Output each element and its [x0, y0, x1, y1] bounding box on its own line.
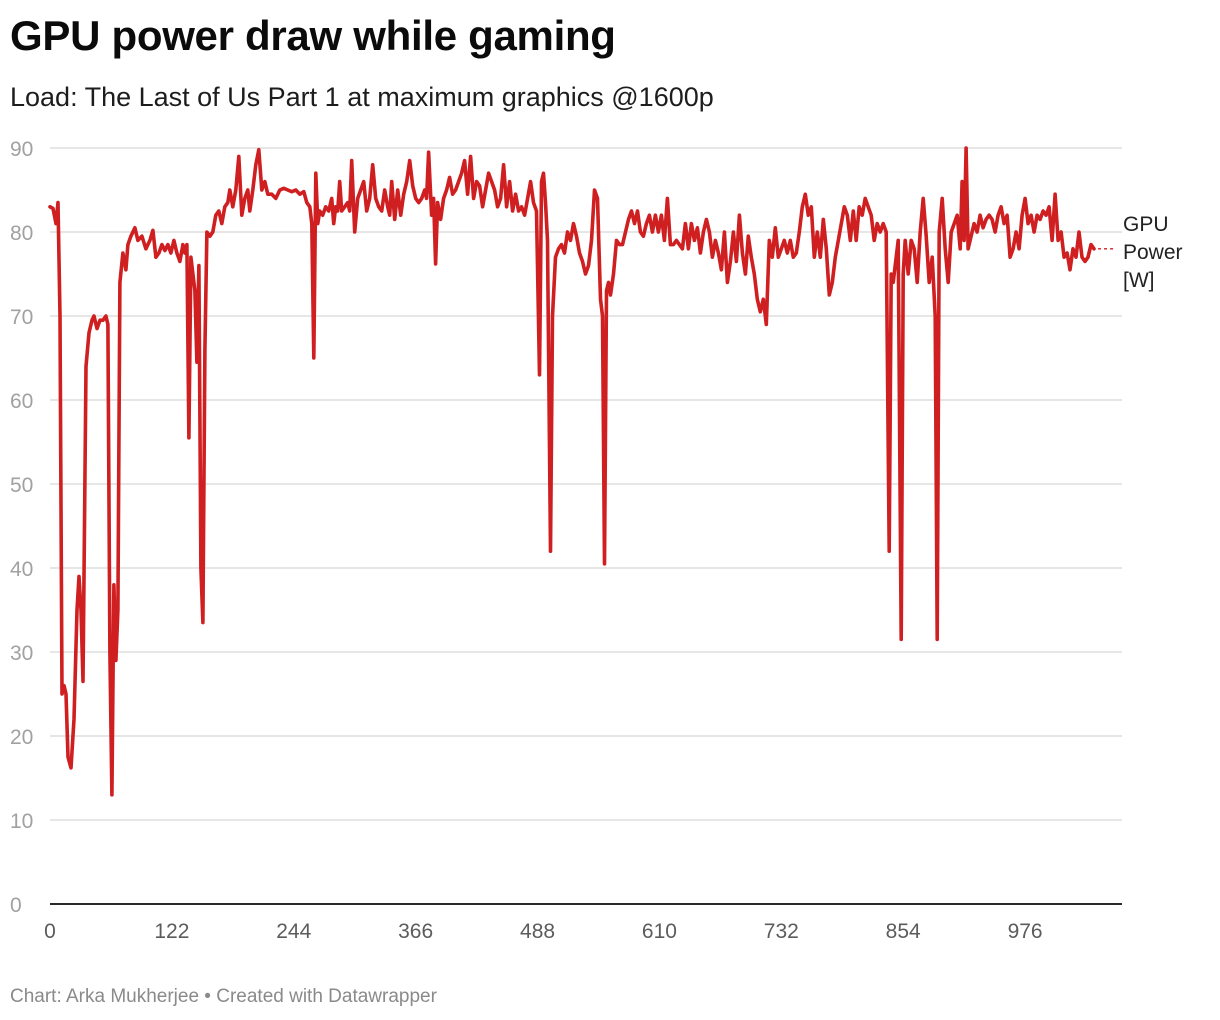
series-label-gpu-power: GPU Power [W] — [1123, 213, 1183, 292]
y-tick-label: 10 — [10, 810, 33, 833]
x-tick-label: 122 — [154, 920, 189, 943]
x-axis-ticks: 0 122 244 366 488 610 732 854 976 — [44, 920, 1042, 943]
y-tick-label: 0 — [10, 894, 22, 917]
x-tick-label: 854 — [886, 920, 921, 943]
chart-credit: Chart: Arka Mukherjee • Created with Dat… — [10, 986, 437, 1007]
y-tick-label: 30 — [10, 642, 33, 665]
series-group — [48, 146, 1096, 797]
x-tick-label: 732 — [764, 920, 799, 943]
y-tick-label: 80 — [10, 222, 33, 245]
x-tick-label: 0 — [44, 920, 56, 943]
x-tick-label: 488 — [520, 920, 555, 943]
chart-subtitle: Load: The Last of Us Part 1 at maximum g… — [10, 82, 714, 112]
y-tick-label: 60 — [10, 390, 33, 413]
y-tick-label: 70 — [10, 306, 33, 329]
y-tick-label: 20 — [10, 726, 33, 749]
chart-title: GPU power draw while gaming — [10, 12, 616, 59]
x-tick-label: 610 — [642, 920, 677, 943]
gridlines — [50, 147, 1122, 905]
y-axis-ticks: 0 10 20 30 40 50 60 70 80 90 — [10, 138, 33, 917]
x-tick-label: 366 — [398, 920, 433, 943]
y-tick-label: 90 — [10, 138, 33, 161]
x-tick-label: 976 — [1008, 920, 1043, 943]
y-tick-label: 50 — [10, 474, 33, 497]
series-label-group: GPU Power [W] — [1098, 213, 1183, 292]
x-tick-label: 244 — [276, 920, 311, 943]
series-line-gpu-power — [48, 146, 1096, 797]
y-tick-label: 40 — [10, 558, 33, 581]
